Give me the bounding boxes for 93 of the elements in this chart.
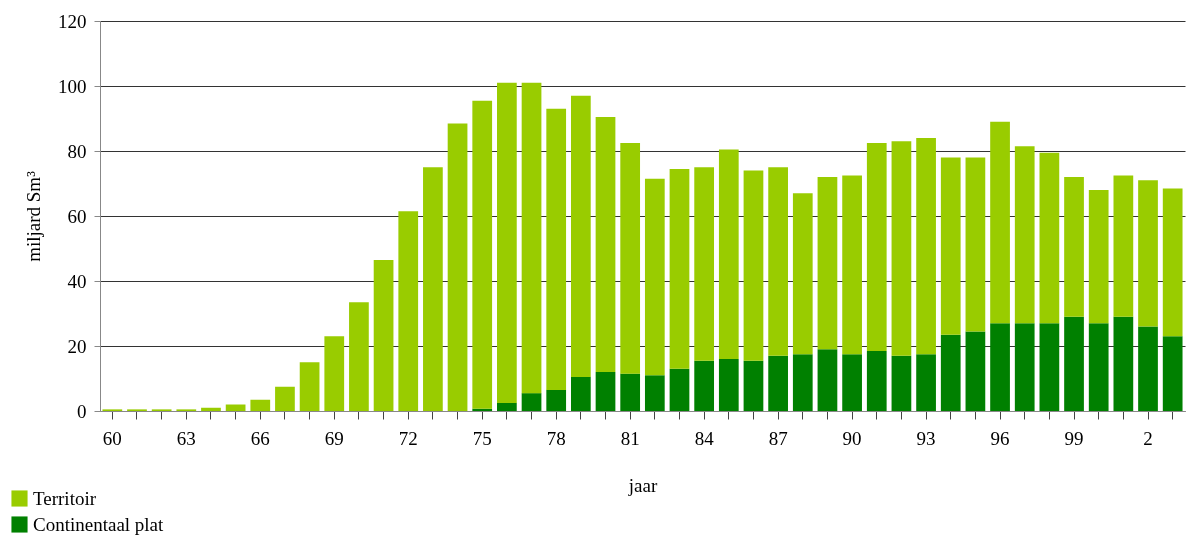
- bar: [1138, 326, 1158, 411]
- bar: [669, 168, 690, 369]
- bar: [324, 336, 345, 411]
- x-tick-label: 60: [102, 427, 122, 449]
- bar: [201, 407, 221, 411]
- bar: [250, 399, 271, 411]
- bar: [1113, 175, 1134, 317]
- bar: [743, 170, 764, 361]
- bar: [743, 360, 764, 411]
- bar: [497, 402, 517, 411]
- x-tick-label: 99: [1064, 427, 1084, 449]
- legend-label: Territoir: [33, 487, 97, 509]
- bar: [546, 389, 567, 411]
- bar: [1064, 177, 1084, 317]
- y-tick-label: 60: [67, 205, 87, 227]
- bar: [1113, 316, 1134, 411]
- bar: [669, 368, 690, 411]
- bar: [792, 193, 813, 355]
- y-tick-label: 100: [58, 75, 87, 97]
- bar: [299, 362, 320, 411]
- bar: [546, 108, 567, 390]
- bar: [275, 386, 295, 411]
- bar: [349, 302, 369, 411]
- x-tick-label: 72: [398, 427, 418, 449]
- bar: [1138, 180, 1158, 327]
- bar: [817, 349, 838, 411]
- y-tick-label: 20: [67, 335, 87, 357]
- bar: [644, 178, 665, 376]
- bar: [373, 259, 394, 411]
- bar: [497, 82, 517, 403]
- bar: [990, 121, 1010, 324]
- bar: [644, 375, 665, 411]
- bar: [1014, 323, 1035, 411]
- x-tick-label: 81: [620, 427, 640, 449]
- y-tick-label: 40: [67, 270, 87, 292]
- bar: [768, 355, 788, 411]
- bar: [940, 157, 961, 335]
- bar: [447, 123, 468, 411]
- bar: [1088, 323, 1109, 411]
- bar: [990, 323, 1010, 411]
- bar: [718, 359, 739, 411]
- x-axis-title: jaar: [627, 474, 658, 496]
- bar: [521, 393, 542, 411]
- x-tick-label: 84: [694, 427, 715, 449]
- bar: [1039, 152, 1060, 324]
- bar: [398, 211, 419, 411]
- bar: [718, 149, 739, 359]
- bar: [521, 82, 542, 394]
- bar: [620, 373, 641, 411]
- x-tick-label: 96: [990, 427, 1010, 449]
- bar: [792, 354, 813, 411]
- bar: [595, 116, 616, 372]
- legend-label: Continentaal plat: [33, 513, 165, 535]
- y-tick-label: 80: [67, 140, 87, 162]
- bar: [916, 138, 936, 355]
- bar: [768, 167, 788, 356]
- bar: [1162, 188, 1183, 337]
- bar: [940, 334, 961, 411]
- x-tick-label: 69: [324, 427, 344, 449]
- bar: [866, 142, 887, 351]
- bar: [842, 354, 862, 411]
- bar: [570, 376, 591, 411]
- x-tick-label: 63: [176, 427, 196, 449]
- bar: [1014, 146, 1035, 324]
- bar: [1064, 316, 1084, 411]
- bar: [595, 372, 616, 411]
- bar: [1088, 190, 1109, 324]
- bar: [1162, 336, 1183, 411]
- bar: [842, 175, 862, 355]
- bar: [916, 354, 936, 411]
- y-axis-title: miljard Sm³: [23, 170, 44, 262]
- x-tick-label: 66: [250, 427, 270, 449]
- y-tick-label: 120: [58, 10, 87, 32]
- x-tick-label: 78: [546, 427, 566, 449]
- bar: [570, 95, 591, 377]
- x-tick-label: 90: [842, 427, 862, 449]
- bar: [423, 167, 443, 411]
- bar: [694, 167, 715, 361]
- bar: [866, 350, 887, 411]
- y-tick-label: 0: [77, 400, 87, 422]
- bar: [965, 331, 986, 411]
- bar: [620, 142, 641, 374]
- x-tick-label: 93: [916, 427, 936, 449]
- x-tick-label: 2: [1143, 427, 1153, 449]
- bar: [817, 177, 838, 350]
- x-tick-label: 75: [472, 427, 492, 449]
- bar: [472, 100, 493, 409]
- bar: [1039, 323, 1060, 411]
- x-tick-label: 87: [768, 427, 788, 449]
- bar: [891, 355, 912, 411]
- bar: [965, 157, 986, 332]
- bar: [694, 360, 715, 411]
- bar: [891, 141, 912, 356]
